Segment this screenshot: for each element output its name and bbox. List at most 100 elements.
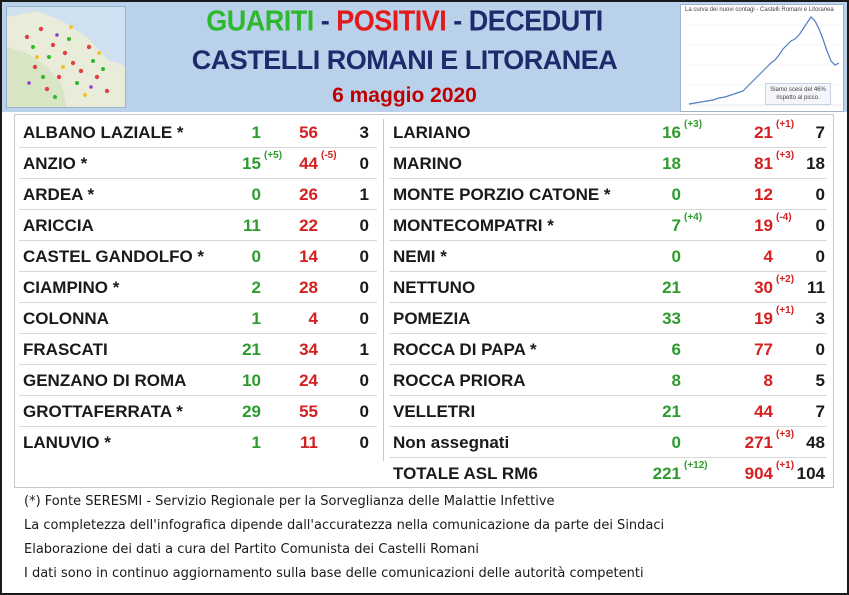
municipality-name: GROTTAFERRATA * [23,401,183,421]
table-row: FRASCATI 21 34 1 [15,334,381,365]
municipality-name: NETTUNO [393,277,476,297]
municipality-name: TOTALE ASL RM6 [393,463,538,483]
table-row: MONTECOMPATRI * 7 (+4) 19 (-4) 0 [385,210,831,241]
guariti-value: 0 [671,184,681,204]
table-row: CASTEL GANDOLFO * 0 14 0 [15,241,381,272]
municipality-name: ANZIO * [23,153,88,173]
guariti-value: 21 [242,339,261,359]
deceduti-value: 0 [815,215,825,235]
positivi-value: 904 [744,463,773,483]
map-image [7,7,125,107]
row-divider [19,178,377,179]
positivi-value: 4 [308,308,318,328]
guariti-value: 16 [662,122,681,142]
positivi-value: 55 [299,401,318,421]
municipality-name: NEMI * [393,246,447,266]
footer-update-note: I dati sono in continuo aggiornamento su… [24,566,644,581]
municipality-name: POMEZIA [393,308,471,328]
municipality-name: ROCCA PRIORA [393,370,526,390]
positivi-delta: (-4) [776,212,792,223]
deceduti-value: 0 [815,246,825,266]
title-separator: - [313,5,337,37]
positivi-value: 28 [299,277,318,297]
footer-notes: (*) Fonte SERESMI - Servizio Regionale p… [14,492,834,590]
guariti-delta: (+3) [684,119,703,130]
guariti-value: 1 [251,308,261,328]
row-divider [389,364,827,365]
guariti-value: 1 [251,122,261,142]
positivi-delta: (+3) [776,429,795,440]
row-divider [389,240,827,241]
table-row: LARIANO 16 (+3) 21 (+1) 7 [385,117,831,148]
positivi-delta: (+1) [776,305,795,316]
municipality-name: MARINO [393,153,462,173]
guariti-value: 18 [662,153,681,173]
row-divider [389,426,827,427]
table-row: VELLETRI 21 44 7 [385,396,831,427]
municipality-name: ARICCIA [23,215,94,235]
title-categories: GUARITI - POSITIVI - DECEDUTI [132,5,677,38]
table-row: ARDEA * 0 26 1 [15,179,381,210]
guariti-delta: (+5) [264,150,283,161]
municipality-name: MONTE PORZIO CATONE * [393,184,611,204]
data-table: ALBANO LAZIALE * 1 56 3 ANZIO * 15 (+5) 44 (-5) 0… [14,114,834,488]
guariti-value: 1 [251,432,261,452]
row-divider [19,395,377,396]
positivi-value: 12 [754,184,773,204]
title-guariti: GUARITI [206,5,314,37]
trend-chart-thumbnail: La curva dei nuovi contagi - Castelli Ro… [680,4,844,112]
title-separator: - [446,5,469,37]
positivi-value: 14 [299,246,318,266]
positivi-value: 271 [744,432,773,452]
positivi-value: 56 [299,122,318,142]
table-row: NETTUNO 21 30 (+2) 11 [385,272,831,303]
deceduti-value: 3 [359,122,369,142]
positivi-value: 26 [299,184,318,204]
guariti-value: 21 [662,401,681,421]
municipality-name: LARIANO [393,122,471,142]
municipality-name: FRASCATI [23,339,108,359]
guariti-value: 15 [242,153,261,173]
row-divider [389,271,827,272]
positivi-delta: (+1) [776,460,795,471]
footer-completeness-note: La completezza dell'infografica dipende … [24,518,665,533]
table-row: LANUVIO * 1 11 0 [15,427,381,458]
deceduti-value: 0 [359,246,369,266]
positivi-value: 4 [763,246,773,266]
positivi-value: 81 [754,153,773,173]
table-row: MONTE PORZIO CATONE * 0 12 0 [385,179,831,210]
municipality-name: LANUVIO * [23,432,111,452]
row-divider [19,426,377,427]
row-divider [19,240,377,241]
trend-chart-title: La curva dei nuovi contagi - Castelli Ro… [685,7,834,13]
table-row: ROCCA PRIORA 8 8 5 [385,365,831,396]
guariti-value: 2 [251,277,261,297]
table-row: ARICCIA 11 22 0 [15,210,381,241]
positivi-value: 8 [763,370,773,390]
municipality-name: CASTEL GANDOLFO * [23,246,205,266]
table-row: NEMI * 0 4 0 [385,241,831,272]
deceduti-value: 0 [359,153,369,173]
page-date: 6 maggio 2020 [332,84,477,107]
row-divider [19,271,377,272]
guariti-value: 11 [243,215,261,235]
positivi-value: 19 [754,308,773,328]
guariti-value: 29 [242,401,261,421]
row-divider [19,364,377,365]
deceduti-value: 0 [359,432,369,452]
deceduti-value: 7 [815,122,825,142]
positivi-value: 44 [299,153,318,173]
municipality-name: COLONNA [23,308,109,328]
row-divider [389,395,827,396]
deceduti-value: 0 [359,401,369,421]
guariti-value: 6 [671,339,681,359]
deceduti-value: 0 [815,184,825,204]
guariti-delta: (+4) [684,212,703,223]
title-deceduti: DECEDUTI [468,5,604,37]
guariti-delta: (+12) [684,460,708,471]
positivi-value: 24 [299,370,318,390]
row-divider [389,147,827,148]
table-row: ROCCA DI PAPA * 6 77 0 [385,334,831,365]
municipality-name: ALBANO LAZIALE * [23,122,184,142]
